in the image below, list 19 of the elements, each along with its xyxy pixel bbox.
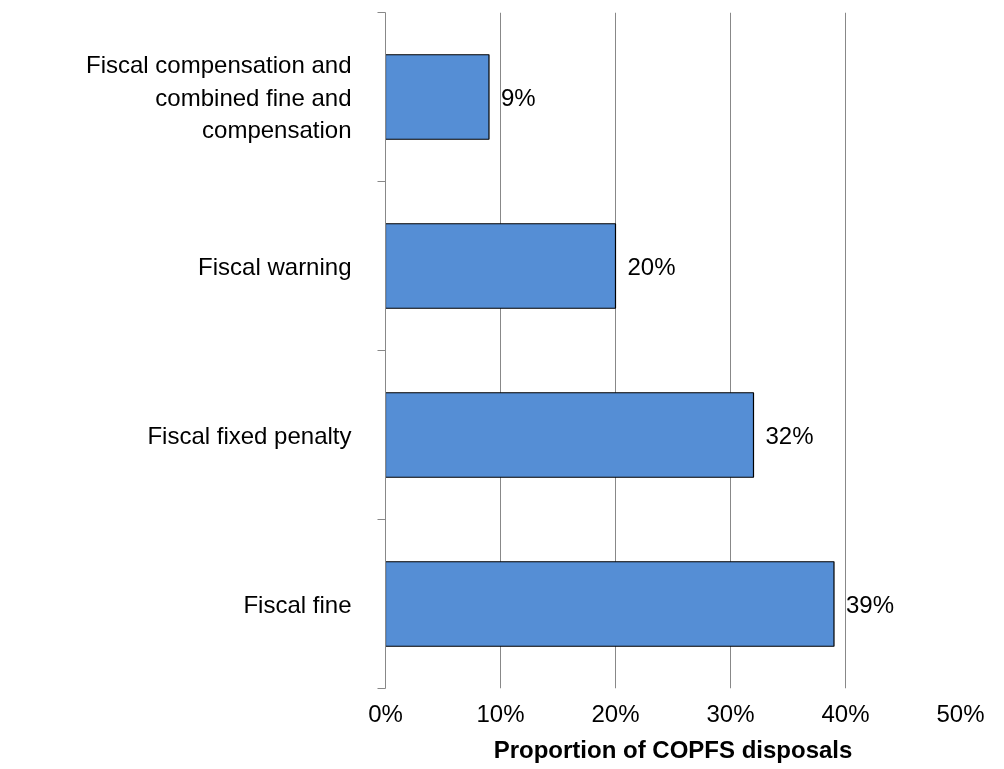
y-tick-label: Fiscal warning	[198, 252, 352, 280]
y-tick-label: Fiscal fine	[243, 590, 352, 618]
x-tick-label: 30%	[706, 699, 755, 727]
data-label: 39%	[846, 590, 895, 618]
data-label: 20%	[627, 252, 676, 280]
bar	[385, 223, 617, 309]
x-tick-label: 40%	[821, 699, 870, 727]
x-tick-label: 20%	[591, 699, 640, 727]
x-tick-label: 50%	[936, 699, 985, 727]
data-label: 32%	[765, 421, 814, 449]
x-axis-title: Proportion of COPFS disposals	[493, 735, 853, 763]
x-tick-label: 10%	[476, 699, 525, 727]
data-label: 9%	[501, 83, 536, 111]
bar	[385, 561, 835, 647]
y-tick-label: Fiscal compensation and combined fine and compensation	[86, 51, 352, 143]
bar	[385, 392, 755, 478]
x-tick-label: 0%	[368, 699, 403, 727]
bar	[385, 54, 490, 140]
y-tick-label: Fiscal fixed penalty	[147, 421, 352, 449]
